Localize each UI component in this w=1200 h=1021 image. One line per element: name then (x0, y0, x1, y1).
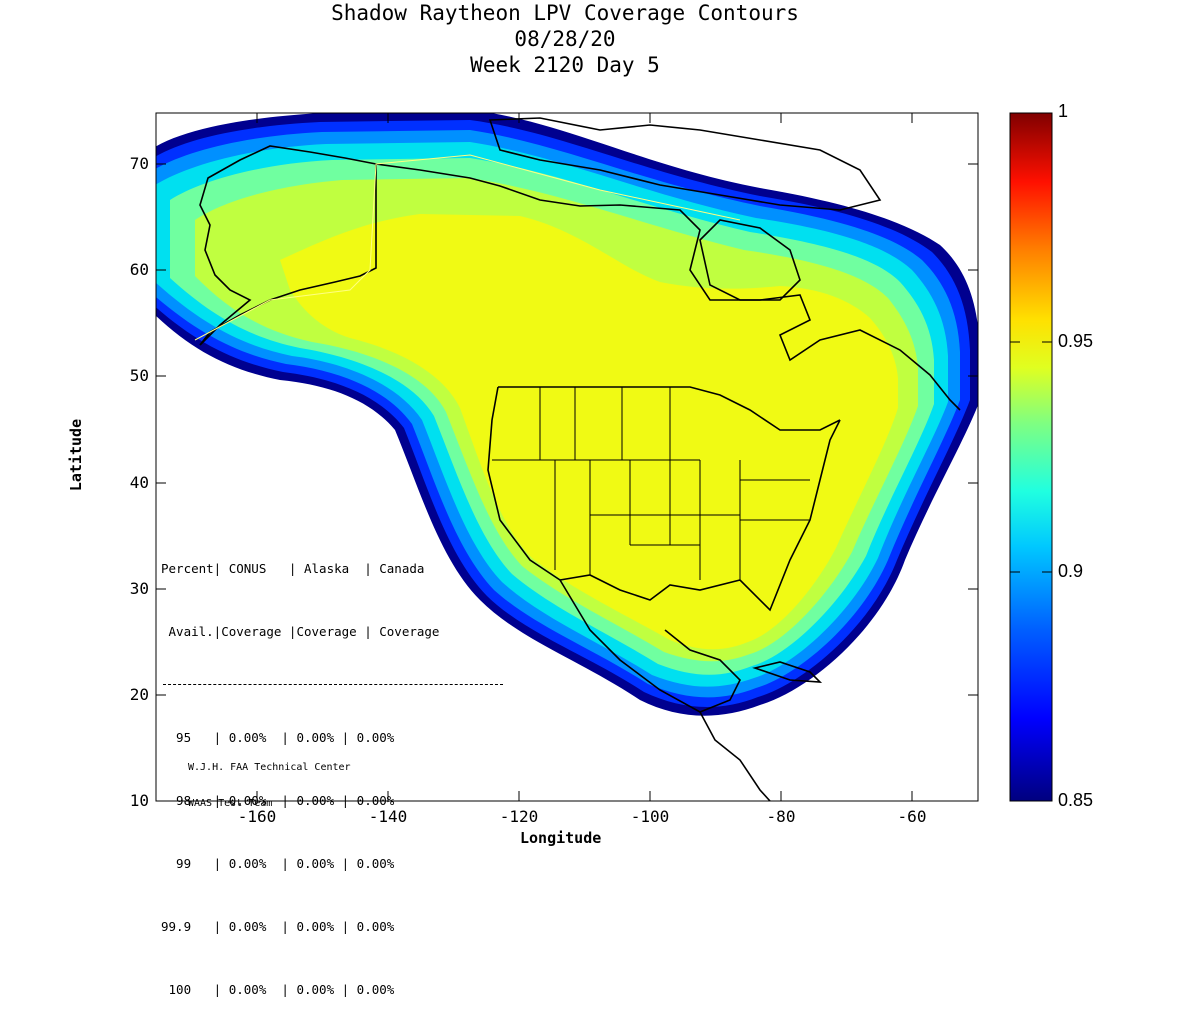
chart-title: Shadow Raytheon LPV Coverage Contours (331, 1, 799, 25)
table-header-2: Avail.|Coverage |Coverage | Coverage (161, 624, 440, 639)
table-row: 100 | 0.00% | 0.00% | 0.00% (161, 982, 395, 997)
y-tick-labels: 10 20 30 40 50 60 70 (130, 154, 149, 810)
hudson-bay-outline (699, 219, 801, 301)
us-west-coast (487, 386, 561, 581)
colorbar-label-095: 0.95 (1058, 331, 1094, 351)
table-row: 99.9 | 0.00% | 0.00% | 0.00% (161, 919, 395, 934)
table-row: 98 | 0.00% | 0.00% | 0.00% (161, 793, 395, 808)
coverage-map: -160 -140 -120 -100 -80 -60 10 20 30 40 … (130, 112, 1053, 826)
colorbar (1009, 112, 1053, 802)
credit-line-1: W.J.H. FAA Technical Center (188, 762, 351, 773)
us-canada-border (498, 386, 841, 431)
central-america-outline (699, 711, 771, 801)
x-tick-label: -80 (767, 807, 796, 826)
y-tick-label: 20 (130, 685, 149, 704)
fir-boundary (194, 154, 741, 341)
cuba-outline (752, 661, 823, 683)
y-tick-label: 60 (130, 260, 149, 279)
table-row: 99 | 0.00% | 0.00% | 0.00% (161, 856, 395, 871)
y-tick-label: 30 (130, 579, 149, 598)
x-tick-labels: -160 -140 -120 -100 -80 -60 (238, 807, 927, 826)
x-tick-label: -120 (500, 807, 539, 826)
us-state-lines (492, 387, 810, 580)
arctic-islands-outline (488, 117, 882, 211)
chart-date: 08/28/20 (514, 27, 616, 51)
y-tick-label: 50 (130, 366, 149, 385)
colorbar-label-min: 0.85 (1058, 790, 1094, 810)
y-tick-label: 40 (130, 473, 149, 492)
table-header-1: Percent| CONUS | Alaska | Canada (161, 561, 425, 576)
credit-block: W.J.H. FAA Technical Center WAAS Test Te… (188, 738, 351, 822)
table-row: 95 | 0.00% | 0.00% | 0.00% (161, 730, 395, 745)
x-tick-label: -160 (238, 807, 277, 826)
chart-week-day: Week 2120 Day 5 (470, 53, 660, 77)
plot-frame (155, 112, 979, 802)
credit-line-2: WAAS Test Team (188, 798, 273, 809)
y-axis-label: Latitude (67, 418, 86, 492)
mexico-outline (559, 579, 741, 713)
x-axis-label: Longitude (520, 829, 602, 847)
colorbar-ticks (1010, 341, 1052, 573)
x-tick-label: -140 (369, 807, 408, 826)
axis-ticks (156, 113, 978, 801)
colorbar-label-090: 0.9 (1058, 561, 1084, 581)
canada-coast-outline (375, 163, 961, 411)
y-tick-label: 10 (130, 791, 149, 810)
table-divider (163, 684, 503, 685)
x-tick-label: -100 (631, 807, 670, 826)
x-tick-label: -60 (898, 807, 927, 826)
y-tick-label: 70 (130, 154, 149, 173)
contour-band-core (280, 214, 898, 650)
colorbar-label-max: 1 (1058, 101, 1069, 121)
